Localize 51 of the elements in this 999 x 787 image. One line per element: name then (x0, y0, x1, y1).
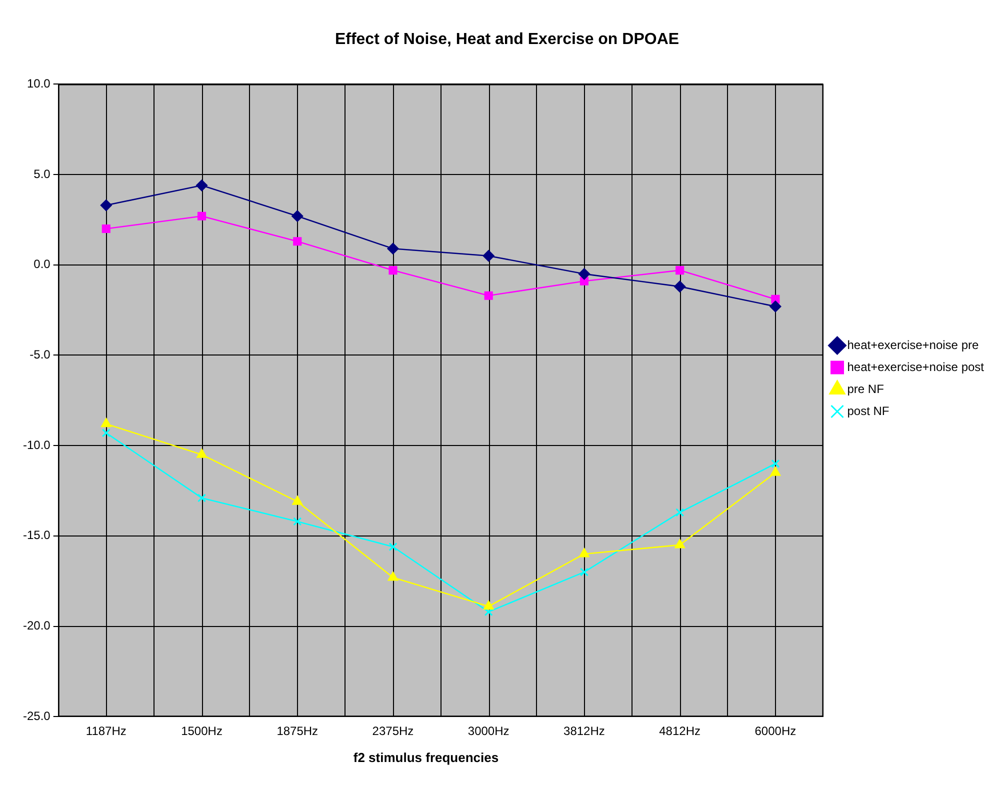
x-tick-label: 6000Hz (754, 724, 796, 738)
point (484, 291, 493, 300)
y-tick-label: 0.0 (34, 257, 51, 272)
point (484, 600, 494, 610)
y-tick-label: 5.0 (34, 166, 51, 181)
x-tick-label: 1187Hz (86, 724, 126, 738)
x-tick-label: 1500Hz (181, 724, 222, 738)
point (770, 300, 782, 312)
legend-label: heat+exercise+noise post (847, 360, 985, 374)
point (102, 224, 110, 234)
point (292, 210, 304, 222)
point (293, 237, 302, 246)
point (197, 494, 206, 502)
point (100, 200, 112, 212)
point (197, 212, 206, 220)
point (771, 459, 780, 468)
x-tick-label: 4812Hz (659, 724, 701, 738)
point (102, 428, 110, 438)
point (196, 448, 207, 458)
point (101, 418, 112, 428)
y-tick-label: -15.0 (22, 528, 51, 542)
chart-title: Effect of Noise, Heat and Exercise on DPOAE (334, 31, 680, 48)
point (196, 180, 208, 192)
point (674, 280, 686, 292)
y-tick-label: -25.0 (22, 708, 51, 723)
point (578, 268, 590, 280)
point (676, 508, 684, 517)
x-tick-label: 3812Hz (564, 724, 605, 738)
point (676, 266, 684, 275)
point (580, 568, 588, 576)
point (770, 466, 781, 476)
y-tick-label: -20.0 (22, 618, 51, 633)
point (388, 266, 398, 275)
point (674, 539, 685, 548)
point (387, 242, 399, 254)
point (292, 496, 302, 505)
point (482, 250, 494, 262)
y-tick-label: 10.0 (26, 76, 51, 91)
y-tick-label: -5.0 (30, 348, 51, 362)
legend-label: pre NF (847, 382, 884, 396)
legend-label: heat+exercise+noise pre (847, 338, 979, 352)
legend-label: post NF (847, 404, 890, 418)
x-tick-label: 3000Hz (468, 724, 510, 738)
point (388, 542, 398, 552)
x-tick-label: 2375Hz (372, 724, 414, 738)
point (388, 572, 398, 581)
x-tick-label: 1875Hz (276, 724, 318, 738)
point (293, 517, 302, 526)
point (579, 548, 590, 558)
x-axis-title: f2 stimulus frequencies (352, 750, 500, 765)
y-tick-label: -10.0 (22, 438, 51, 452)
